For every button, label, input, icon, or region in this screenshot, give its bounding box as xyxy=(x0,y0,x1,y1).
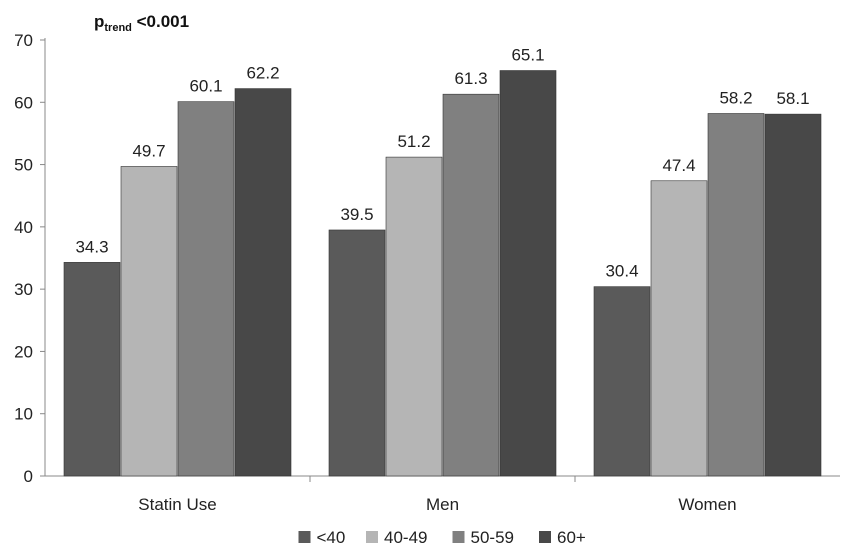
bar xyxy=(234,88,292,477)
bar xyxy=(120,166,178,477)
p-trend-value: <0.001 xyxy=(136,12,190,31)
bar xyxy=(499,70,557,477)
x-category-label: Statin Use xyxy=(138,495,216,514)
y-tick-label: 70 xyxy=(14,31,33,50)
legend-label: <40 xyxy=(317,528,346,547)
legend-label: 60+ xyxy=(557,528,586,547)
p-trend-p: p xyxy=(94,12,105,31)
bar xyxy=(650,180,708,477)
p-trend-annotation: ptrend <0.001 xyxy=(94,12,189,34)
data-label: 62.2 xyxy=(246,64,279,83)
data-label: 58.2 xyxy=(719,88,752,107)
data-label: 47.4 xyxy=(662,156,695,175)
legend-swatch xyxy=(298,531,311,543)
y-tick-label: 20 xyxy=(14,342,33,361)
data-label: 51.2 xyxy=(397,132,430,151)
bar xyxy=(385,156,443,477)
legend-label: 40-49 xyxy=(384,528,427,547)
bar xyxy=(764,113,822,477)
x-category-label: Women xyxy=(678,495,736,514)
legend-swatch xyxy=(366,531,378,543)
y-tick-label: 0 xyxy=(24,467,33,486)
data-label: 49.7 xyxy=(132,141,165,160)
data-label: 34.3 xyxy=(75,237,108,256)
bar xyxy=(593,286,651,477)
data-label: 60.1 xyxy=(189,77,222,96)
bar xyxy=(63,262,121,477)
data-label: 30.4 xyxy=(605,262,638,281)
y-tick-label: 60 xyxy=(14,93,33,112)
bar xyxy=(707,113,765,477)
y-tick-label: 10 xyxy=(14,405,33,424)
legend-label: 50-59 xyxy=(471,528,514,547)
y-tick-label: 30 xyxy=(14,280,33,299)
data-label: 61.3 xyxy=(454,69,487,88)
p-trend-subscript: trend xyxy=(104,22,132,34)
legend-swatch xyxy=(452,531,465,543)
data-label: 39.5 xyxy=(340,205,373,224)
bar xyxy=(442,93,500,477)
data-label: 65.1 xyxy=(511,46,544,65)
y-tick-label: 40 xyxy=(14,218,33,237)
bar xyxy=(177,101,235,477)
y-tick-label: 50 xyxy=(14,156,33,175)
data-label: 58.1 xyxy=(776,89,809,108)
bar xyxy=(328,229,386,477)
legend-swatch xyxy=(539,531,551,543)
x-category-label: Men xyxy=(426,495,459,514)
